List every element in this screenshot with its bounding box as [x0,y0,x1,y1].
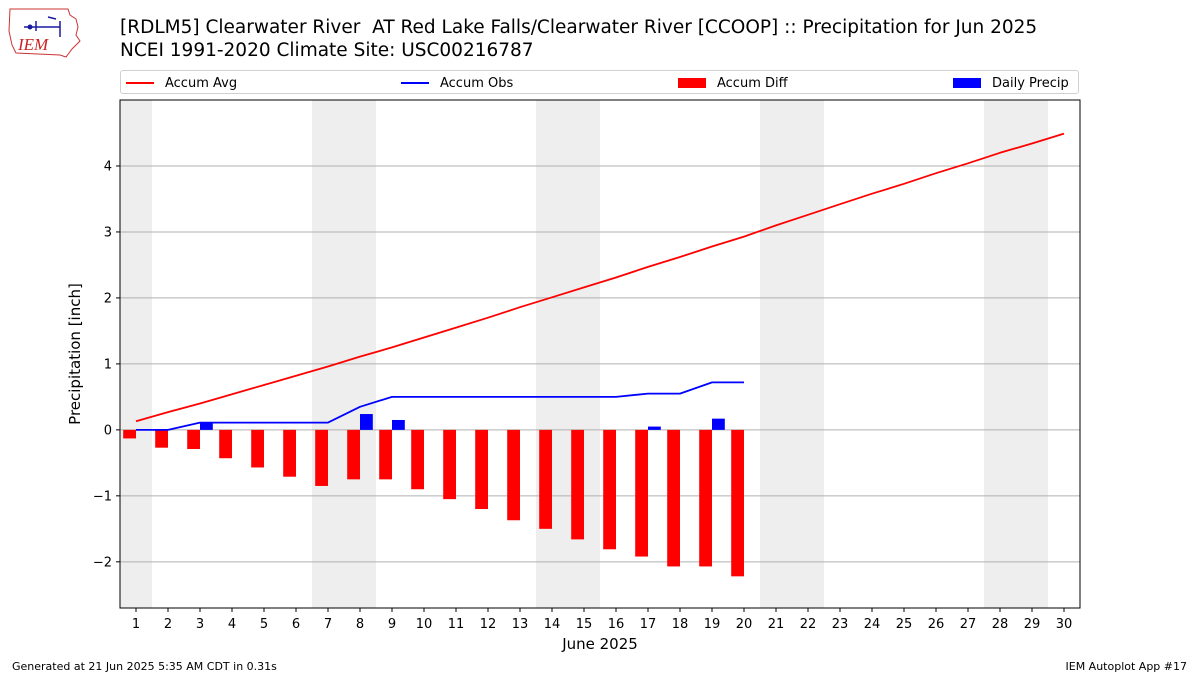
accum-diff-bar-day-20 [731,429,744,577]
x-tick-label-6: 6 [292,617,300,632]
x-tick-label-16: 16 [608,617,625,632]
accum-diff-bar-day-6 [283,429,296,477]
x-tick-label-4: 4 [228,617,236,632]
accum-diff-bar-day-4 [219,429,232,459]
x-tick-label-2: 2 [164,617,172,632]
x-tick-label-5: 5 [260,617,268,632]
x-tick-label-11: 11 [448,617,465,632]
x-tick-label-18: 18 [672,617,689,632]
x-tick-label-29: 29 [1024,617,1041,632]
y-tick-label-4: 4 [104,159,112,174]
x-tick-label-19: 19 [704,617,721,632]
footer-generated: Generated at 21 Jun 2025 5:35 AM CDT in … [12,660,277,673]
y-tick-label-1: 1 [104,357,112,372]
weekend-band-day-22 [792,100,824,608]
x-tick-label-7: 7 [324,617,332,632]
x-tick-label-15: 15 [576,617,593,632]
daily-precip-bar-day-3 [200,422,213,430]
chart-subtitle: NCEI 1991-2020 Climate Site: USC00216787 [120,40,534,61]
x-tick-label-27: 27 [960,617,977,632]
weekend-band-day-1 [120,100,152,608]
legend-accum-obs-swatch [401,82,429,84]
accum-diff-bar-day-13 [507,429,520,521]
y-axis-label: Precipitation [inch] [66,283,84,425]
x-tick-label-1: 1 [132,617,140,632]
x-tick-label-12: 12 [480,617,497,632]
footer-app: IEM Autoplot App #17 [1065,660,1188,673]
x-tick-label-22: 22 [800,617,817,632]
legend-accum-diff: Accum Diff [678,74,788,92]
x-tick-label-26: 26 [928,617,945,632]
accum-diff-bar-day-9 [379,429,392,480]
accum-avg-line [135,132,1065,423]
x-tick-label-30: 30 [1056,617,1073,632]
accum-diff-bar-day-8 [347,429,360,480]
daily-precip-bar-day-8 [360,414,373,430]
x-tick-label-23: 23 [832,617,849,632]
y-tick-label-0: 0 [104,423,112,438]
legend-accum-avg-label: Accum Avg [165,75,238,91]
accum-diff-bar-day-11 [443,429,456,500]
daily-precip-bar-day-19 [712,418,725,430]
x-tick-label-10: 10 [416,617,433,632]
y-tick-label--2: −2 [93,555,112,570]
accum-diff-bar-day-10 [411,429,424,490]
x-tick-label-21: 21 [768,617,785,632]
legend-accum-avg: Accum Avg [126,74,237,92]
accum-diff-bar-day-3 [187,429,200,450]
accum-diff-bar-day-17 [635,429,648,557]
plot-frame [119,99,1081,609]
x-tick-label-9: 9 [388,617,396,632]
accum-diff-bar-day-1 [123,429,136,439]
weekend-band-day-21 [760,100,792,608]
accum-diff-bar-day-2 [155,429,168,448]
daily-precip-bar-day-9 [392,419,405,430]
y-tick-label--1: −1 [93,489,112,504]
x-axis-label: June 2025 [561,635,638,653]
legend-accum-obs-label: Accum Obs [440,75,514,91]
accum-diff-bar-day-12 [475,429,488,510]
legend-daily-precip-label: Daily Precip [992,75,1069,91]
x-tick-label-25: 25 [896,617,913,632]
x-tick-label-13: 13 [512,617,529,632]
accum-diff-bar-day-16 [603,429,616,550]
x-tick-label-28: 28 [992,617,1009,632]
accum-diff-bar-day-15 [571,429,584,540]
y-tick-label-3: 3 [104,225,112,240]
x-tick-label-3: 3 [196,617,204,632]
iem-logo: IEM [8,8,81,58]
legend-accum-diff-swatch [678,78,706,88]
accum-diff-bar-day-14 [539,429,552,529]
weekend-band-day-28 [984,100,1016,608]
chart-title: [RDLM5] Clearwater River AT Red Lake Fal… [120,17,1038,38]
legend-daily-precip: Daily Precip [953,74,1069,92]
legend: Accum Avg Accum Obs Accum Diff Daily Pre… [120,70,1079,94]
x-tick-label-20: 20 [736,617,753,632]
accum-diff-bar-day-7 [315,429,328,486]
weekend-band-day-7 [312,100,344,608]
daily-precip-bar-day-17 [648,426,661,430]
y-tick-label-2: 2 [104,291,112,306]
x-tick-label-14: 14 [544,617,561,632]
accum-diff-bar-day-18 [667,429,680,567]
logo-text: IEM [17,35,49,54]
legend-accum-diff-label: Accum Diff [717,75,788,91]
x-tick-label-17: 17 [640,617,657,632]
legend-accum-avg-swatch [126,82,154,84]
weekend-band-day-14 [536,100,568,608]
legend-daily-precip-swatch [953,78,981,88]
weekend-band-day-29 [1016,100,1048,608]
accum-diff-bar-day-5 [251,429,264,468]
x-tick-label-24: 24 [864,617,881,632]
accum-obs-line [136,381,744,431]
accum-diff-bar-day-19 [699,429,712,567]
x-tick-label-8: 8 [356,617,364,632]
legend-accum-obs: Accum Obs [401,74,513,92]
